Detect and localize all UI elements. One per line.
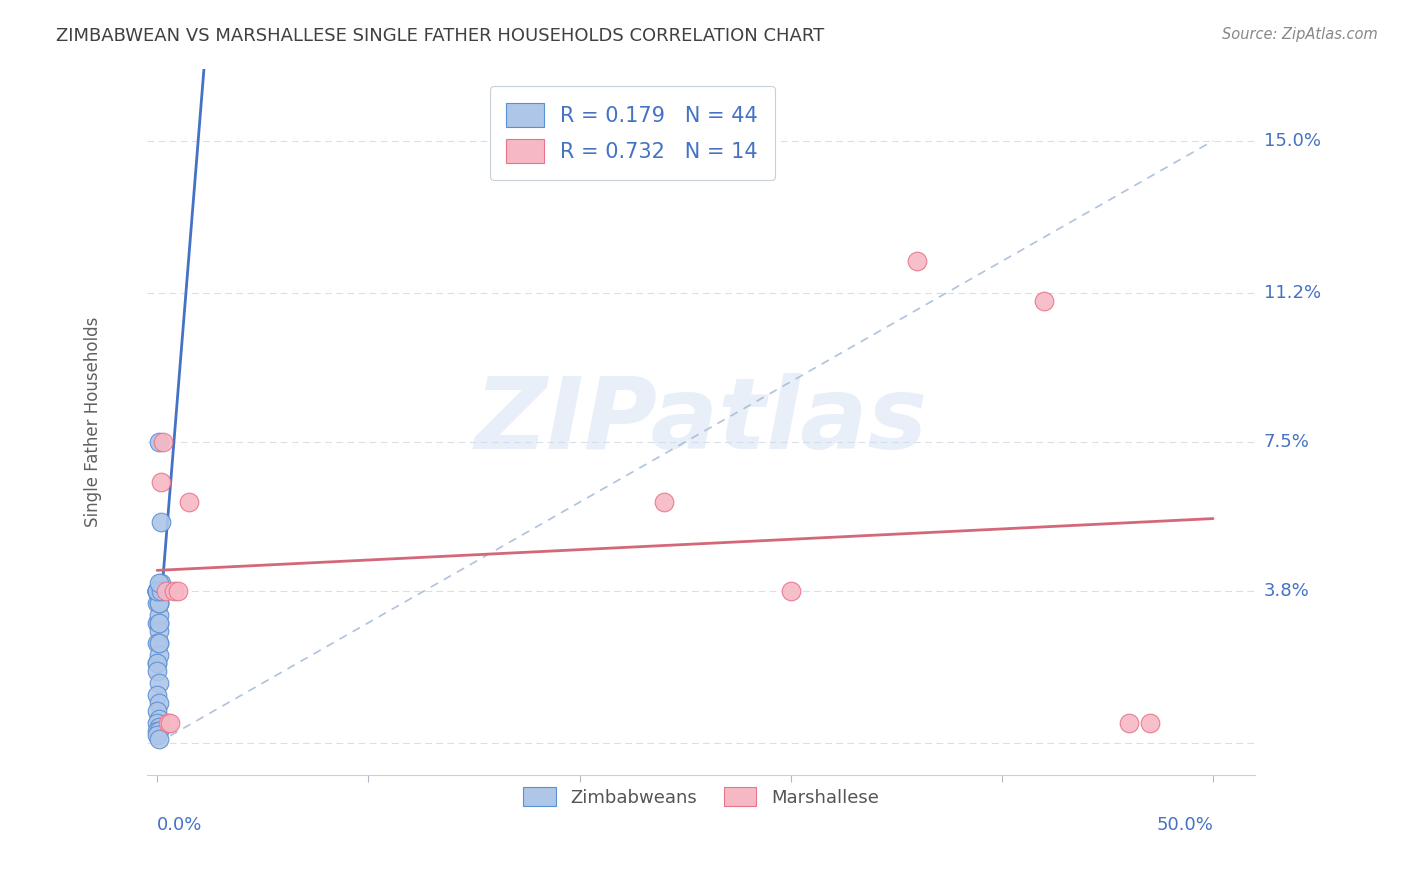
Point xyxy=(148,676,170,690)
Point xyxy=(148,607,170,622)
Point xyxy=(146,583,169,598)
Point xyxy=(152,435,174,450)
Point xyxy=(146,728,169,742)
Point xyxy=(148,720,170,734)
Text: 7.5%: 7.5% xyxy=(1264,433,1309,451)
Point xyxy=(146,688,169,702)
Point xyxy=(1118,716,1140,731)
Point xyxy=(905,254,928,268)
Point xyxy=(148,575,170,590)
Point xyxy=(155,583,177,598)
Point xyxy=(148,648,170,662)
Text: 3.8%: 3.8% xyxy=(1264,582,1309,599)
Point xyxy=(148,583,170,598)
Point xyxy=(146,656,169,670)
Point xyxy=(148,732,170,747)
Point xyxy=(146,596,169,610)
Point xyxy=(148,583,170,598)
Point xyxy=(177,495,200,509)
Point xyxy=(156,716,179,731)
Point xyxy=(148,624,170,638)
Point xyxy=(146,704,169,718)
Point xyxy=(150,475,173,490)
Point xyxy=(148,636,170,650)
Point xyxy=(146,664,169,678)
Text: Source: ZipAtlas.com: Source: ZipAtlas.com xyxy=(1222,27,1378,42)
Point xyxy=(146,583,169,598)
Point xyxy=(146,583,169,598)
Point xyxy=(148,583,170,598)
Point xyxy=(1033,294,1056,309)
Point xyxy=(148,615,170,630)
Point xyxy=(1139,716,1161,731)
Point xyxy=(148,615,170,630)
Point xyxy=(146,724,169,739)
Point xyxy=(146,583,169,598)
Text: ZIMBABWEAN VS MARSHALLESE SINGLE FATHER HOUSEHOLDS CORRELATION CHART: ZIMBABWEAN VS MARSHALLESE SINGLE FATHER … xyxy=(56,27,824,45)
Point xyxy=(148,583,170,598)
Point xyxy=(779,583,801,598)
Text: Single Father Households: Single Father Households xyxy=(84,317,103,527)
Point xyxy=(150,583,173,598)
Point xyxy=(148,696,170,710)
Point xyxy=(652,495,675,509)
Point xyxy=(146,636,169,650)
Text: 50.0%: 50.0% xyxy=(1156,815,1213,833)
Point xyxy=(148,596,170,610)
Text: 0.0%: 0.0% xyxy=(157,815,202,833)
Point xyxy=(159,716,181,731)
Point xyxy=(146,583,169,598)
Point xyxy=(148,724,170,739)
Point xyxy=(146,615,169,630)
Point xyxy=(148,596,170,610)
Point xyxy=(146,656,169,670)
Point xyxy=(146,583,169,598)
Point xyxy=(146,716,169,731)
Legend: Zimbabweans, Marshallese: Zimbabweans, Marshallese xyxy=(510,775,891,820)
Text: 11.2%: 11.2% xyxy=(1264,285,1320,302)
Point xyxy=(167,583,190,598)
Point xyxy=(150,575,173,590)
Point xyxy=(148,636,170,650)
Point xyxy=(146,583,169,598)
Text: 15.0%: 15.0% xyxy=(1264,132,1320,150)
Text: ZIPatlas: ZIPatlas xyxy=(474,374,928,470)
Point xyxy=(148,712,170,726)
Point xyxy=(150,583,173,598)
Point xyxy=(148,435,170,450)
Point xyxy=(150,516,173,530)
Point xyxy=(163,583,186,598)
Point xyxy=(148,596,170,610)
